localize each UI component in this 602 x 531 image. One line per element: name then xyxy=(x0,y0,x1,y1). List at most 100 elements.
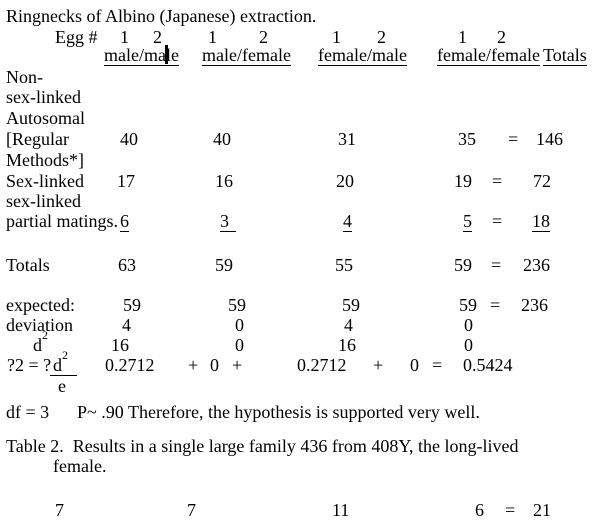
text: 11 xyxy=(332,500,350,520)
text: 1 xyxy=(458,27,467,47)
text: 59 xyxy=(215,255,233,275)
text-segment: 2 xyxy=(497,28,506,47)
text-segment: 0.2712 xyxy=(105,356,155,375)
text-segment: 4 xyxy=(343,212,352,232)
text-segment: 55 xyxy=(335,256,353,275)
text: 31 xyxy=(338,129,356,149)
text: 0 xyxy=(464,315,473,335)
text-segment: P~ .90 xyxy=(77,403,124,422)
text: 3 xyxy=(220,211,229,231)
text: female/female xyxy=(437,45,540,65)
text-segment: ?2 = ? xyxy=(7,356,56,375)
text-segment: 63 xyxy=(118,256,136,275)
table2-caption-row-2: female. xyxy=(0,457,602,477)
regular-methods-data-row: [Regular 40 40 31 35 = 146 xyxy=(0,130,602,150)
text: 59 xyxy=(123,295,141,315)
text: e xyxy=(58,376,66,396)
text: Sex-linked xyxy=(6,171,84,191)
text: 16 xyxy=(111,335,129,355)
text-segment: deviation xyxy=(6,316,73,335)
text-segment: 20 xyxy=(336,172,354,191)
text-segment: 2 xyxy=(153,28,162,47)
text-segment: + xyxy=(373,356,383,375)
text: 59 xyxy=(454,255,472,275)
text: 5 xyxy=(463,211,472,231)
text-segment: 1 xyxy=(332,28,341,47)
text: 16 xyxy=(215,171,233,191)
text: 0 xyxy=(235,335,244,355)
text-segment: d2 xyxy=(33,329,48,355)
text: [Regular xyxy=(6,129,69,149)
text-segment: 0 xyxy=(410,356,419,375)
text: 21 xyxy=(533,500,551,520)
text-segment: male/male xyxy=(104,46,179,66)
text-segment: 0 xyxy=(464,336,473,355)
text: 18 xyxy=(532,211,550,231)
text: = xyxy=(490,295,501,315)
text-segment: = xyxy=(490,296,500,315)
text: female. xyxy=(53,456,107,476)
text: 0 xyxy=(235,315,244,335)
text: 40 xyxy=(120,129,138,149)
text: 2 xyxy=(377,27,386,47)
text: ?2 = ? xyxy=(7,355,56,375)
text: partial matings. xyxy=(6,211,118,231)
text-segment: 59 xyxy=(459,296,477,315)
text: df = 3 xyxy=(6,402,50,422)
text-segment: expected: xyxy=(6,296,75,315)
text-segment: 16 xyxy=(338,336,356,355)
text: 146 xyxy=(536,129,563,149)
text-segment: 59 xyxy=(123,296,141,315)
text: Non- xyxy=(6,67,43,87)
text: = xyxy=(492,211,503,231)
text-segment: 6 xyxy=(475,501,484,520)
table2-caption-row: Table 2. Results in a single large famil… xyxy=(0,437,602,457)
text: + xyxy=(373,355,384,375)
text-segment: 1 xyxy=(120,28,129,47)
label-sex-linked: sex-linked xyxy=(0,88,602,108)
text-segment: 0.5424 xyxy=(463,356,513,375)
text-segment: sex-linked xyxy=(6,192,81,211)
text-segment: = xyxy=(492,172,502,191)
text: sex-linked xyxy=(6,191,81,211)
text: Autosomal xyxy=(6,108,85,128)
text-segment: = xyxy=(491,256,501,275)
text: expected: xyxy=(6,295,75,315)
text-segment: 236 xyxy=(523,256,550,275)
text-segment: male/female xyxy=(202,46,291,66)
text: 4 xyxy=(122,315,131,335)
text-segment: d2 xyxy=(50,349,77,376)
text-segment: 59 xyxy=(454,256,472,275)
table2-data-row: 7 7 11 6 = 21 xyxy=(0,501,602,521)
text: = xyxy=(508,129,519,149)
text-segment: 7 xyxy=(55,501,64,520)
text-segment: 5 xyxy=(463,212,472,232)
text: 1 xyxy=(332,27,341,47)
text: d xyxy=(33,335,42,355)
text: 17 xyxy=(117,171,135,191)
text-segment: 35 xyxy=(458,130,476,149)
text: male/female xyxy=(202,45,291,65)
label-sex-linked-2: sex-linked xyxy=(0,192,602,212)
expected-data-row: expected: 59 59 59 59 = 236 xyxy=(0,296,602,316)
text-segment: Ringnecks of Albino (Japanese) extractio… xyxy=(6,7,316,26)
title-line: Ringnecks of Albino (Japanese) extractio… xyxy=(0,7,602,27)
text: 2 xyxy=(259,27,268,47)
text-segment: female. xyxy=(53,457,106,476)
text-segment: Egg # xyxy=(55,28,98,47)
sex-linked-data-row: Sex-linked 17 16 20 19 = 72 xyxy=(0,172,602,192)
text-segment: Methods*] xyxy=(6,151,84,170)
text-segment: 146 xyxy=(536,130,563,149)
text-segment: 16 xyxy=(111,336,129,355)
text: = xyxy=(492,171,503,191)
text-segment: 1 xyxy=(208,28,217,47)
text: Totals xyxy=(6,255,50,275)
label-non: Non- xyxy=(0,68,602,88)
text-segment: 2 xyxy=(259,28,268,47)
text: 7 xyxy=(55,500,64,520)
text: 1 xyxy=(208,27,217,47)
text: 0 xyxy=(464,335,473,355)
text-segment: 40 xyxy=(120,130,138,149)
text: 236 xyxy=(523,255,550,275)
